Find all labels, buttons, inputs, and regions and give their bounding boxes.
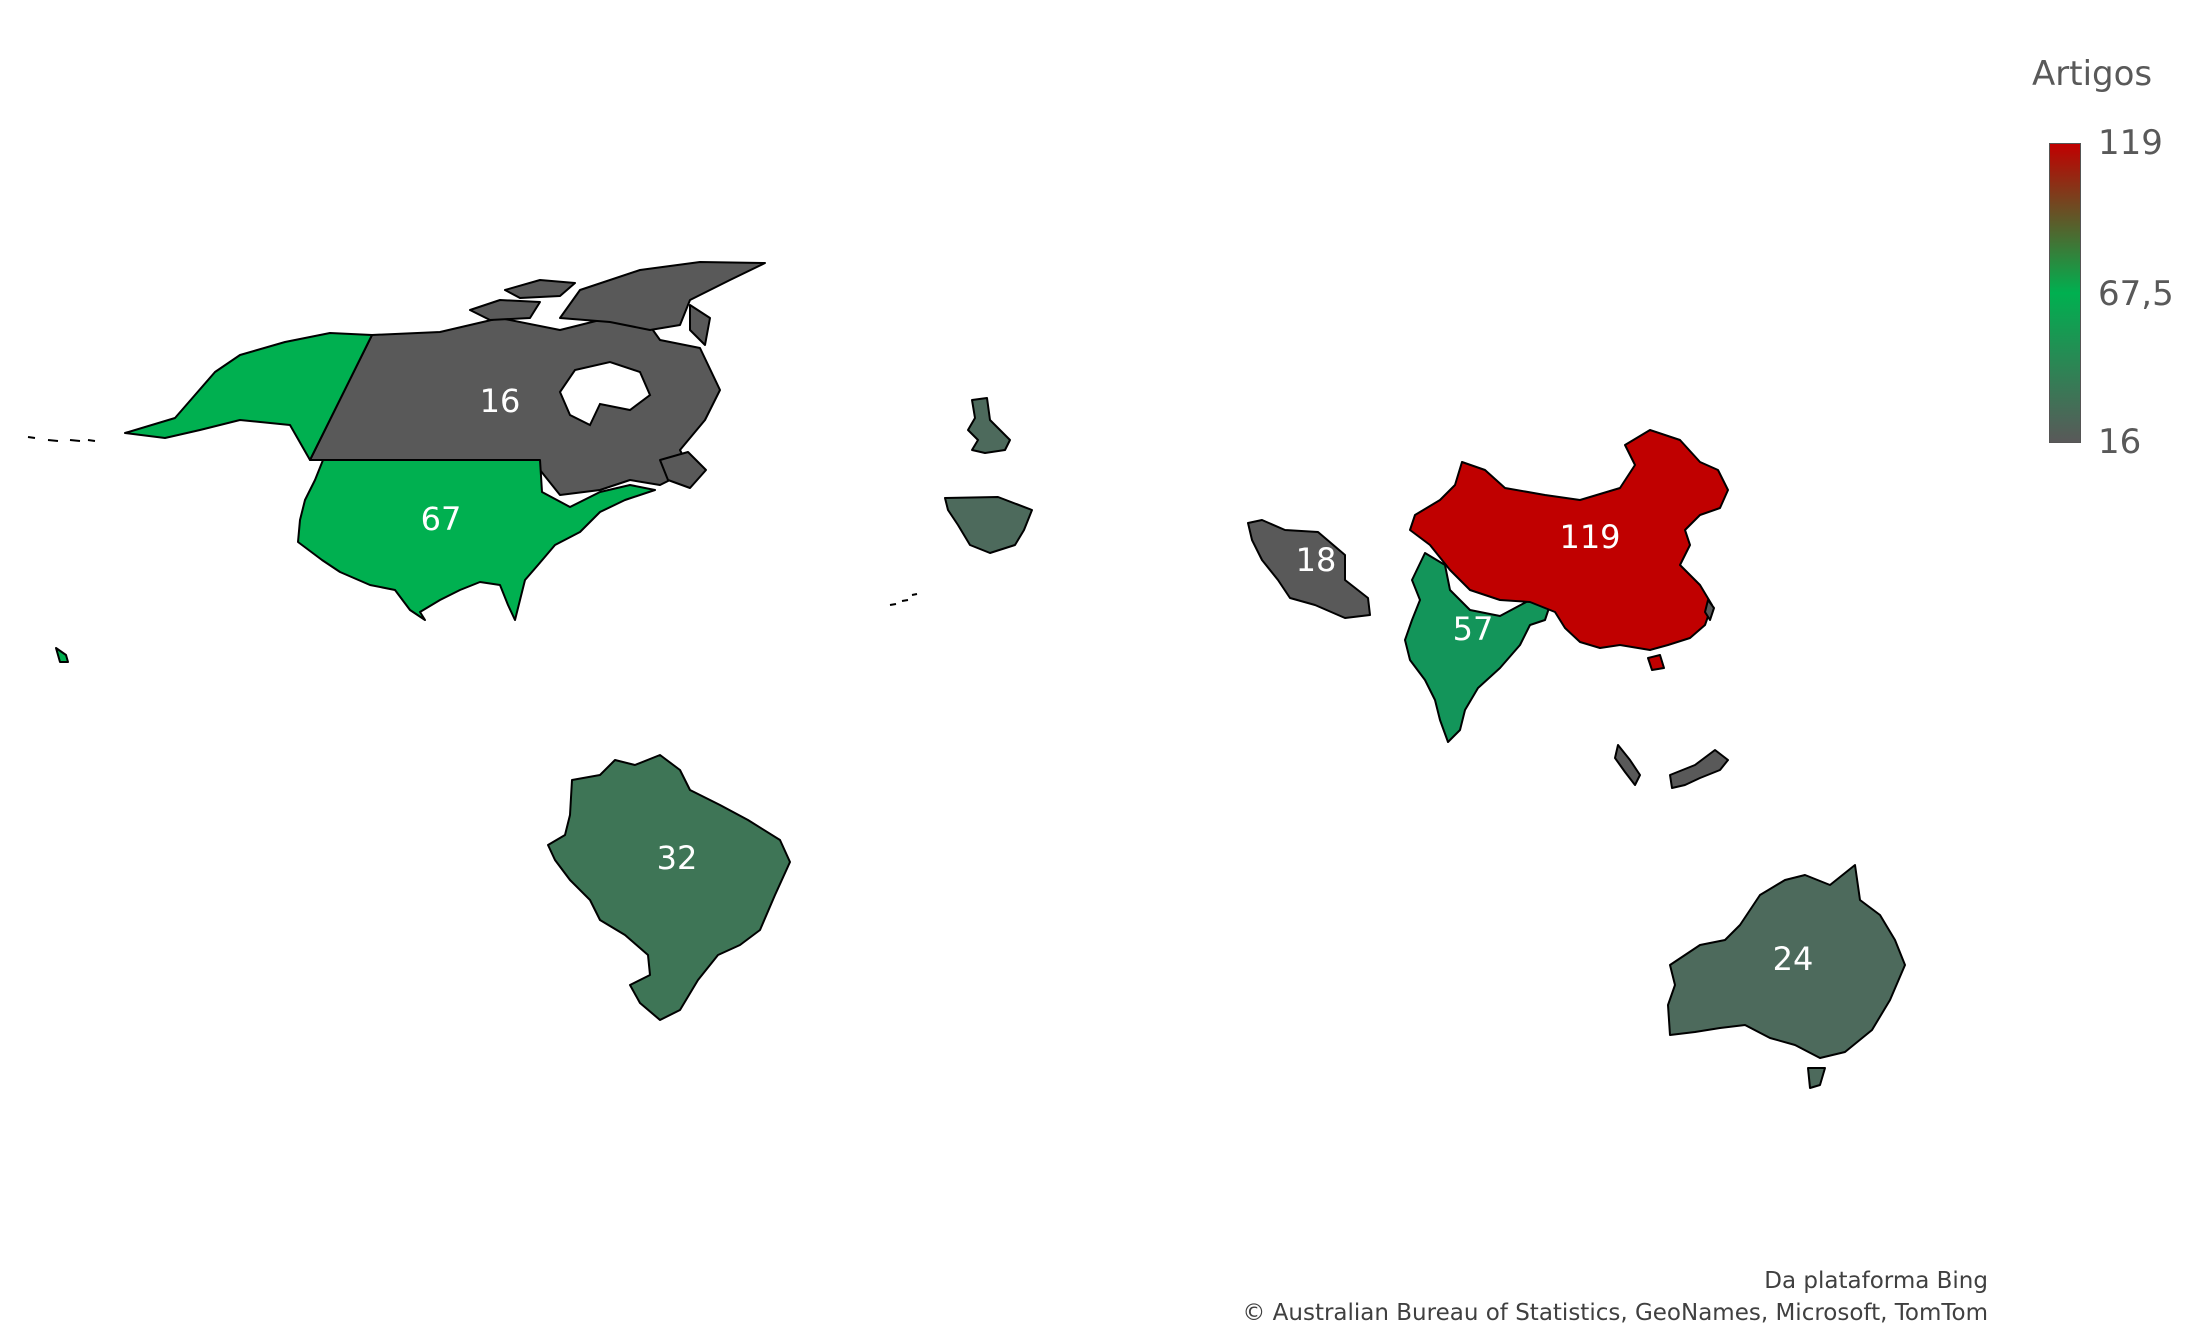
region-canary-islands	[889, 593, 918, 606]
legend-min-label: 16	[2098, 422, 2142, 462]
label-iran: 18	[1296, 541, 1337, 579]
region-australia-tasmania	[1807, 1067, 1826, 1089]
region-taiwan	[1704, 599, 1715, 621]
region-canada-island-north	[504, 279, 576, 299]
legend-max-label: 119	[2098, 123, 2163, 163]
region-china-hainan	[1647, 654, 1665, 671]
label-india: 57	[1453, 610, 1494, 648]
region-iran[interactable]	[1247, 519, 1371, 619]
region-brazil[interactable]	[547, 754, 791, 1021]
label-australia: 24	[1773, 940, 1814, 978]
region-spain[interactable]	[944, 496, 1033, 554]
hudson-bay	[558, 360, 652, 427]
legend-color-scale	[2049, 143, 2081, 443]
region-malaysia-peninsular[interactable]	[1614, 744, 1641, 786]
legend-mid-label: 67,5	[2098, 274, 2174, 314]
label-usa: 67	[421, 500, 462, 538]
label-canada: 16	[480, 382, 521, 420]
region-canada-island-west	[469, 299, 541, 321]
credit-attribution: © Australian Bureau of Statistics, GeoNa…	[1242, 1300, 1988, 1326]
region-malaysia-borneo[interactable]	[1669, 749, 1729, 789]
region-australia[interactable]	[1667, 864, 1906, 1059]
label-china: 119	[1559, 518, 1620, 556]
region-usa-hawaii	[55, 647, 69, 663]
region-usa-alaska[interactable]	[124, 332, 373, 461]
region-usa[interactable]	[297, 459, 656, 621]
region-canada-island-east	[689, 304, 711, 346]
region-aleutian-islands	[27, 436, 96, 442]
label-brazil: 32	[657, 839, 698, 877]
credit-platform: Da plataforma Bing	[1764, 1268, 1988, 1294]
region-canada-arctic-islands	[559, 261, 766, 331]
region-india[interactable]	[1404, 552, 1551, 743]
region-uk[interactable]	[967, 397, 1011, 454]
legend-title: Artigos	[2032, 54, 2153, 94]
region-canada-newfoundland	[659, 451, 707, 489]
